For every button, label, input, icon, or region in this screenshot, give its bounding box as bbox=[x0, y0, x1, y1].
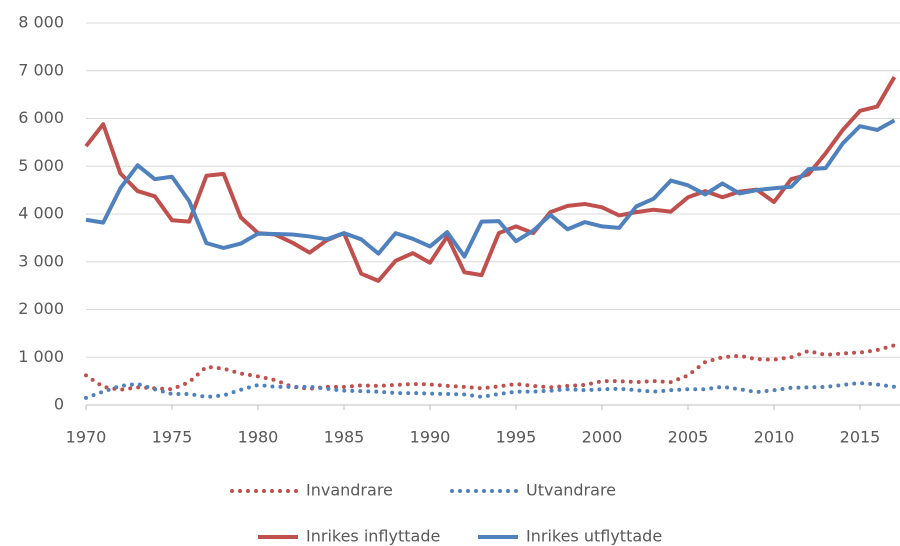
x-tick-label: 1975 bbox=[152, 428, 193, 447]
x-tick-label: 1980 bbox=[238, 428, 279, 447]
legend-label: Invandrare bbox=[306, 481, 393, 500]
legend-label: Inrikes inflyttade bbox=[306, 527, 440, 546]
y-tick-label: 4 000 bbox=[18, 204, 64, 223]
x-tick-label: 2010 bbox=[754, 428, 795, 447]
x-tick-label: 2015 bbox=[840, 428, 881, 447]
legend-label: Inrikes utflyttade bbox=[526, 527, 662, 546]
series-line bbox=[85, 118, 896, 259]
series-line bbox=[84, 381, 897, 400]
y-tick-label: 7 000 bbox=[18, 60, 64, 79]
legend-label: Utvandrare bbox=[526, 481, 616, 500]
x-tick-label: 2000 bbox=[582, 428, 623, 447]
y-tick-label: 8 000 bbox=[18, 13, 64, 32]
x-tick-label: 1990 bbox=[410, 428, 451, 447]
y-tick-label: 3 000 bbox=[18, 251, 64, 270]
x-tick-label: 2005 bbox=[668, 428, 709, 447]
series-line bbox=[84, 343, 897, 392]
x-tick-label: 1995 bbox=[496, 428, 537, 447]
x-tick-label: 1985 bbox=[324, 428, 365, 447]
y-tick-label: 2 000 bbox=[18, 299, 64, 318]
y-tick-label: 1 000 bbox=[18, 347, 64, 366]
y-tick-label: 0 bbox=[54, 395, 64, 414]
x-tick-label: 1970 bbox=[66, 428, 107, 447]
series-line bbox=[84, 75, 897, 283]
y-tick-label: 5 000 bbox=[18, 156, 64, 175]
y-tick-label: 6 000 bbox=[18, 108, 64, 127]
